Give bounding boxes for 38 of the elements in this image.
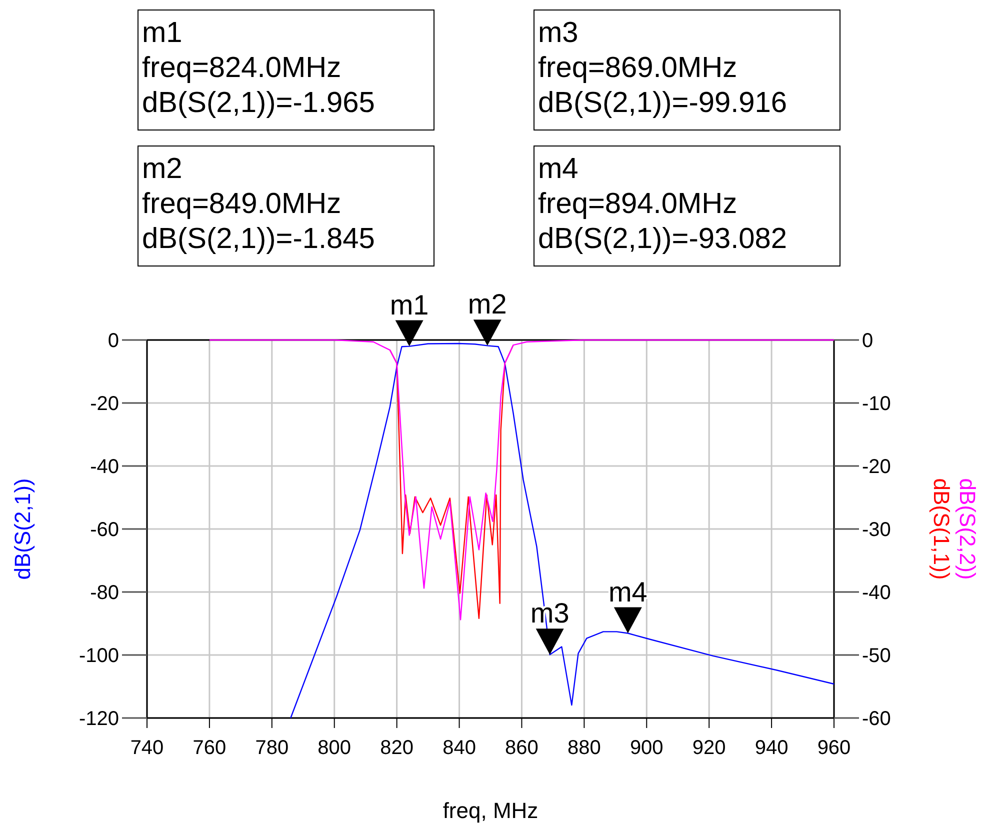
line-series [290, 342, 835, 719]
annotation: m1 [390, 289, 429, 320]
x-tick-label: 760 [192, 737, 226, 759]
x-tick-label: 900 [630, 737, 664, 759]
y2-tick-label: 0 [862, 330, 874, 352]
y-tick-label: -100 [78, 645, 119, 667]
text: dB(S(2,2)) [955, 478, 980, 580]
x-tick-label: 780 [255, 737, 289, 759]
y2-tick-label: -10 [862, 393, 891, 415]
y-tick-label: -120 [78, 708, 119, 730]
y2-tick-label: -20 [862, 456, 891, 478]
x-tick-label: 740 [130, 737, 164, 759]
annotation: m4 [608, 576, 648, 608]
y-tick-label: -20 [90, 393, 119, 415]
text: dB(S(2,1)) [10, 478, 35, 580]
y-tick-label: -80 [90, 582, 119, 604]
y-tick-label: -40 [90, 456, 119, 478]
x-tick-label: 940 [754, 737, 788, 759]
x-tick-label: 920 [692, 737, 726, 759]
x-tick-label: 840 [442, 737, 476, 759]
text: m2 freq=849.0MHz dB(S(2,1))=-1.845 [142, 153, 375, 255]
annotation: m2 [468, 288, 507, 320]
y2-tick-label: -30 [862, 519, 891, 541]
text: m4 freq=894.0MHz dB(S(2,1))=-93.082 [538, 153, 788, 255]
y2-tick-label: -50 [862, 645, 891, 667]
x-tick-label: 820 [380, 737, 414, 759]
y2-tick-label: -60 [862, 708, 891, 730]
y-tick-label: 0 [108, 330, 119, 352]
text: m1 freq=824.0MHz dB(S(2,1))=-1.965 [142, 17, 375, 119]
x-axis-title: freq, MHz [442, 798, 538, 823]
x-tick-label: 960 [817, 737, 851, 759]
x-tick-label: 880 [567, 737, 601, 759]
x-tick-label: 860 [505, 737, 538, 759]
text: dB(S(1,1)) [929, 478, 954, 580]
y2-tick-label: -40 [862, 582, 891, 604]
y-tick-label: -60 [90, 519, 119, 541]
x-tick-label: 800 [318, 737, 352, 759]
text: m3 freq=869.0MHz dB(S(2,1))=-99.916 [538, 17, 788, 119]
